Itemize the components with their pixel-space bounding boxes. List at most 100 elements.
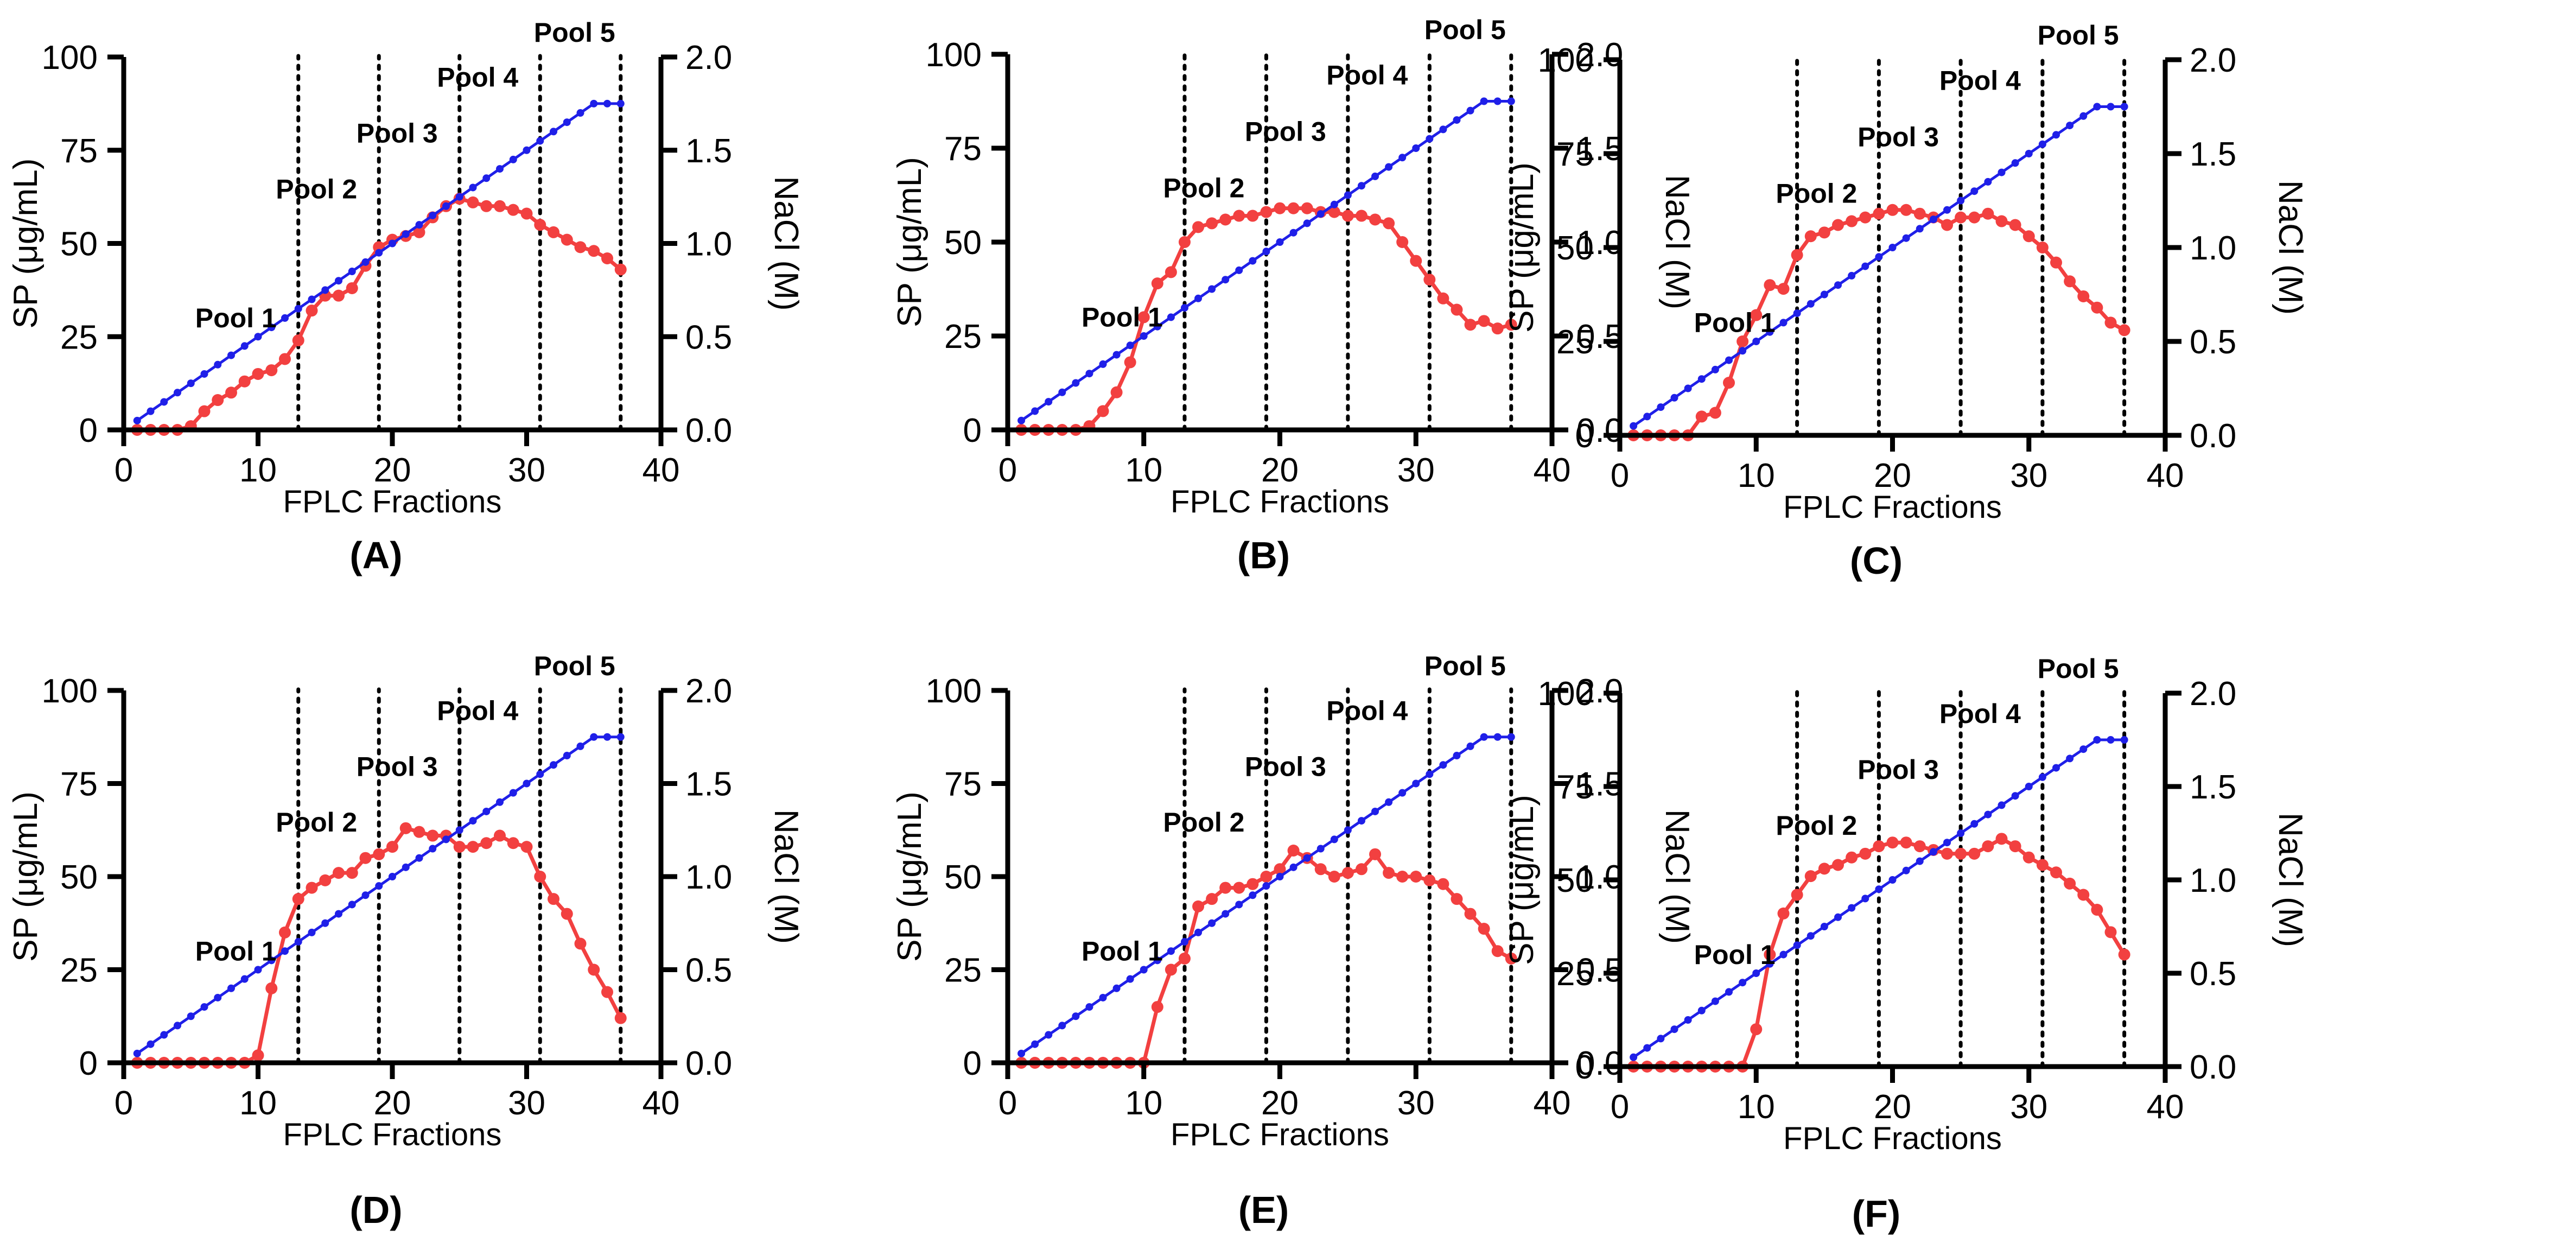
nacl-series-point	[429, 211, 437, 219]
nacl-series-point	[335, 910, 342, 918]
right-y-tick-label: 1.0	[2190, 862, 2236, 899]
left-y-tick-label: 0	[963, 412, 982, 449]
nacl-series-point	[1344, 191, 1352, 199]
nacl-series-point	[1194, 928, 1203, 936]
nacl-series-point	[1140, 332, 1148, 340]
sp-series-point	[265, 982, 278, 994]
nacl-series-point	[2025, 150, 2033, 157]
sp-series-point	[1955, 847, 1967, 860]
nacl-series-point	[1807, 300, 1815, 308]
nacl-series-point	[1208, 919, 1216, 927]
sp-series-point	[548, 226, 559, 238]
x-axis-title: FPLC Fractions	[283, 484, 502, 519]
nacl-series-point	[482, 174, 491, 182]
nacl-series-point	[1303, 854, 1311, 862]
nacl-series-point	[1398, 154, 1407, 162]
nacl-series-point	[1480, 97, 1488, 105]
nacl-series-point	[1630, 1053, 1638, 1061]
sp-series-point	[413, 826, 425, 838]
x-tick-label: 20	[1261, 1085, 1299, 1122]
sp-series-point	[520, 841, 533, 853]
nacl-series-point	[1058, 1022, 1066, 1030]
sp-series-point	[333, 289, 345, 302]
sp-series-point	[1491, 945, 1504, 957]
left-y-tick-label: 100	[42, 673, 98, 710]
x-axis-title: FPLC Fractions	[1783, 1121, 2002, 1156]
sp-series-point	[1464, 908, 1477, 920]
nacl-series-point	[1834, 281, 1842, 289]
nacl-series-point	[415, 854, 423, 862]
nacl-series-point	[469, 183, 477, 192]
sp-series-point	[1886, 204, 1899, 216]
nacl-series-point	[2120, 736, 2128, 744]
nacl-series-point	[2079, 745, 2088, 753]
nacl-series-point	[1222, 910, 1230, 918]
nacl-series-point	[1861, 895, 1869, 903]
nacl-series-point	[576, 742, 584, 750]
nacl-series-point	[1439, 761, 1447, 769]
sp-series-point	[346, 867, 358, 879]
sp-series-point	[561, 908, 573, 920]
nacl-series-point	[603, 99, 611, 107]
right-y-axis-title: NaCl (M)	[1658, 175, 1696, 309]
nacl-series-point	[1793, 309, 1801, 318]
nacl-series-point	[335, 277, 342, 285]
sp-series-point	[1369, 213, 1382, 226]
left-y-axis-title: SP (μg/mL)	[1503, 162, 1541, 333]
sp-series-point	[1151, 277, 1163, 290]
sp-series-point	[1137, 311, 1150, 324]
nacl-series-point	[321, 286, 329, 294]
x-tick-label: 30	[1397, 452, 1435, 489]
sp-series-point	[1410, 255, 1422, 267]
pool-label-5: Pool 5	[2038, 654, 2119, 684]
right-y-tick-label: 0.5	[2190, 955, 2236, 993]
sp-series-point	[265, 364, 278, 377]
sp-series-point	[1260, 871, 1273, 883]
sp-series-point	[2104, 316, 2117, 329]
nacl-series-point	[496, 798, 504, 806]
sp-series-point	[1846, 851, 1858, 864]
nacl-series-point	[348, 900, 356, 909]
sp-series-point	[1695, 410, 1708, 423]
nacl-series-point	[294, 305, 302, 313]
sp-series-point	[306, 881, 318, 894]
nacl-series-point	[1045, 1031, 1053, 1039]
sp-series-point	[2050, 866, 2062, 879]
sp-series-point	[520, 207, 533, 220]
pool-label-4: Pool 4	[1939, 66, 2021, 96]
sp-series-point	[1383, 217, 1395, 230]
nacl-series-point	[1412, 779, 1420, 788]
right-y-tick-label: 0.0	[685, 412, 732, 449]
nacl-series-point	[2052, 131, 2060, 139]
nacl-series-point	[308, 295, 316, 303]
nacl-series-point	[160, 1031, 168, 1039]
pool-label-1: Pool 1	[195, 303, 277, 333]
sp-series-point	[494, 829, 506, 842]
nacl-series-point	[389, 873, 396, 880]
nacl-series-point	[1222, 276, 1230, 284]
left-y-tick-label: 75	[60, 766, 98, 803]
sp-series-point	[386, 841, 398, 853]
nacl-series-point	[1085, 370, 1093, 378]
sp-series-point	[2009, 219, 2021, 231]
nacl-series-point	[1167, 947, 1175, 955]
nacl-series-point	[1739, 979, 1747, 987]
left-y-tick-label: 0	[79, 1045, 98, 1082]
nacl-series-point	[1072, 1012, 1080, 1020]
x-tick-label: 0	[1611, 457, 1629, 494]
right-y-tick-label: 0.0	[2190, 417, 2236, 455]
nacl-series-point	[160, 398, 168, 406]
nacl-series-point	[1684, 384, 1692, 392]
nacl-series-point	[1630, 422, 1638, 430]
sp-series-point	[601, 986, 613, 998]
nacl-series-point	[1289, 863, 1297, 871]
x-tick-label: 30	[2010, 1088, 2047, 1126]
nacl-series-point	[174, 1022, 181, 1030]
nacl-series-point	[550, 128, 557, 136]
nacl-series-point	[1779, 319, 1788, 327]
nacl-series-point	[147, 407, 155, 415]
right-y-tick-label: 0.5	[2190, 324, 2236, 361]
sp-series-point	[453, 841, 466, 853]
